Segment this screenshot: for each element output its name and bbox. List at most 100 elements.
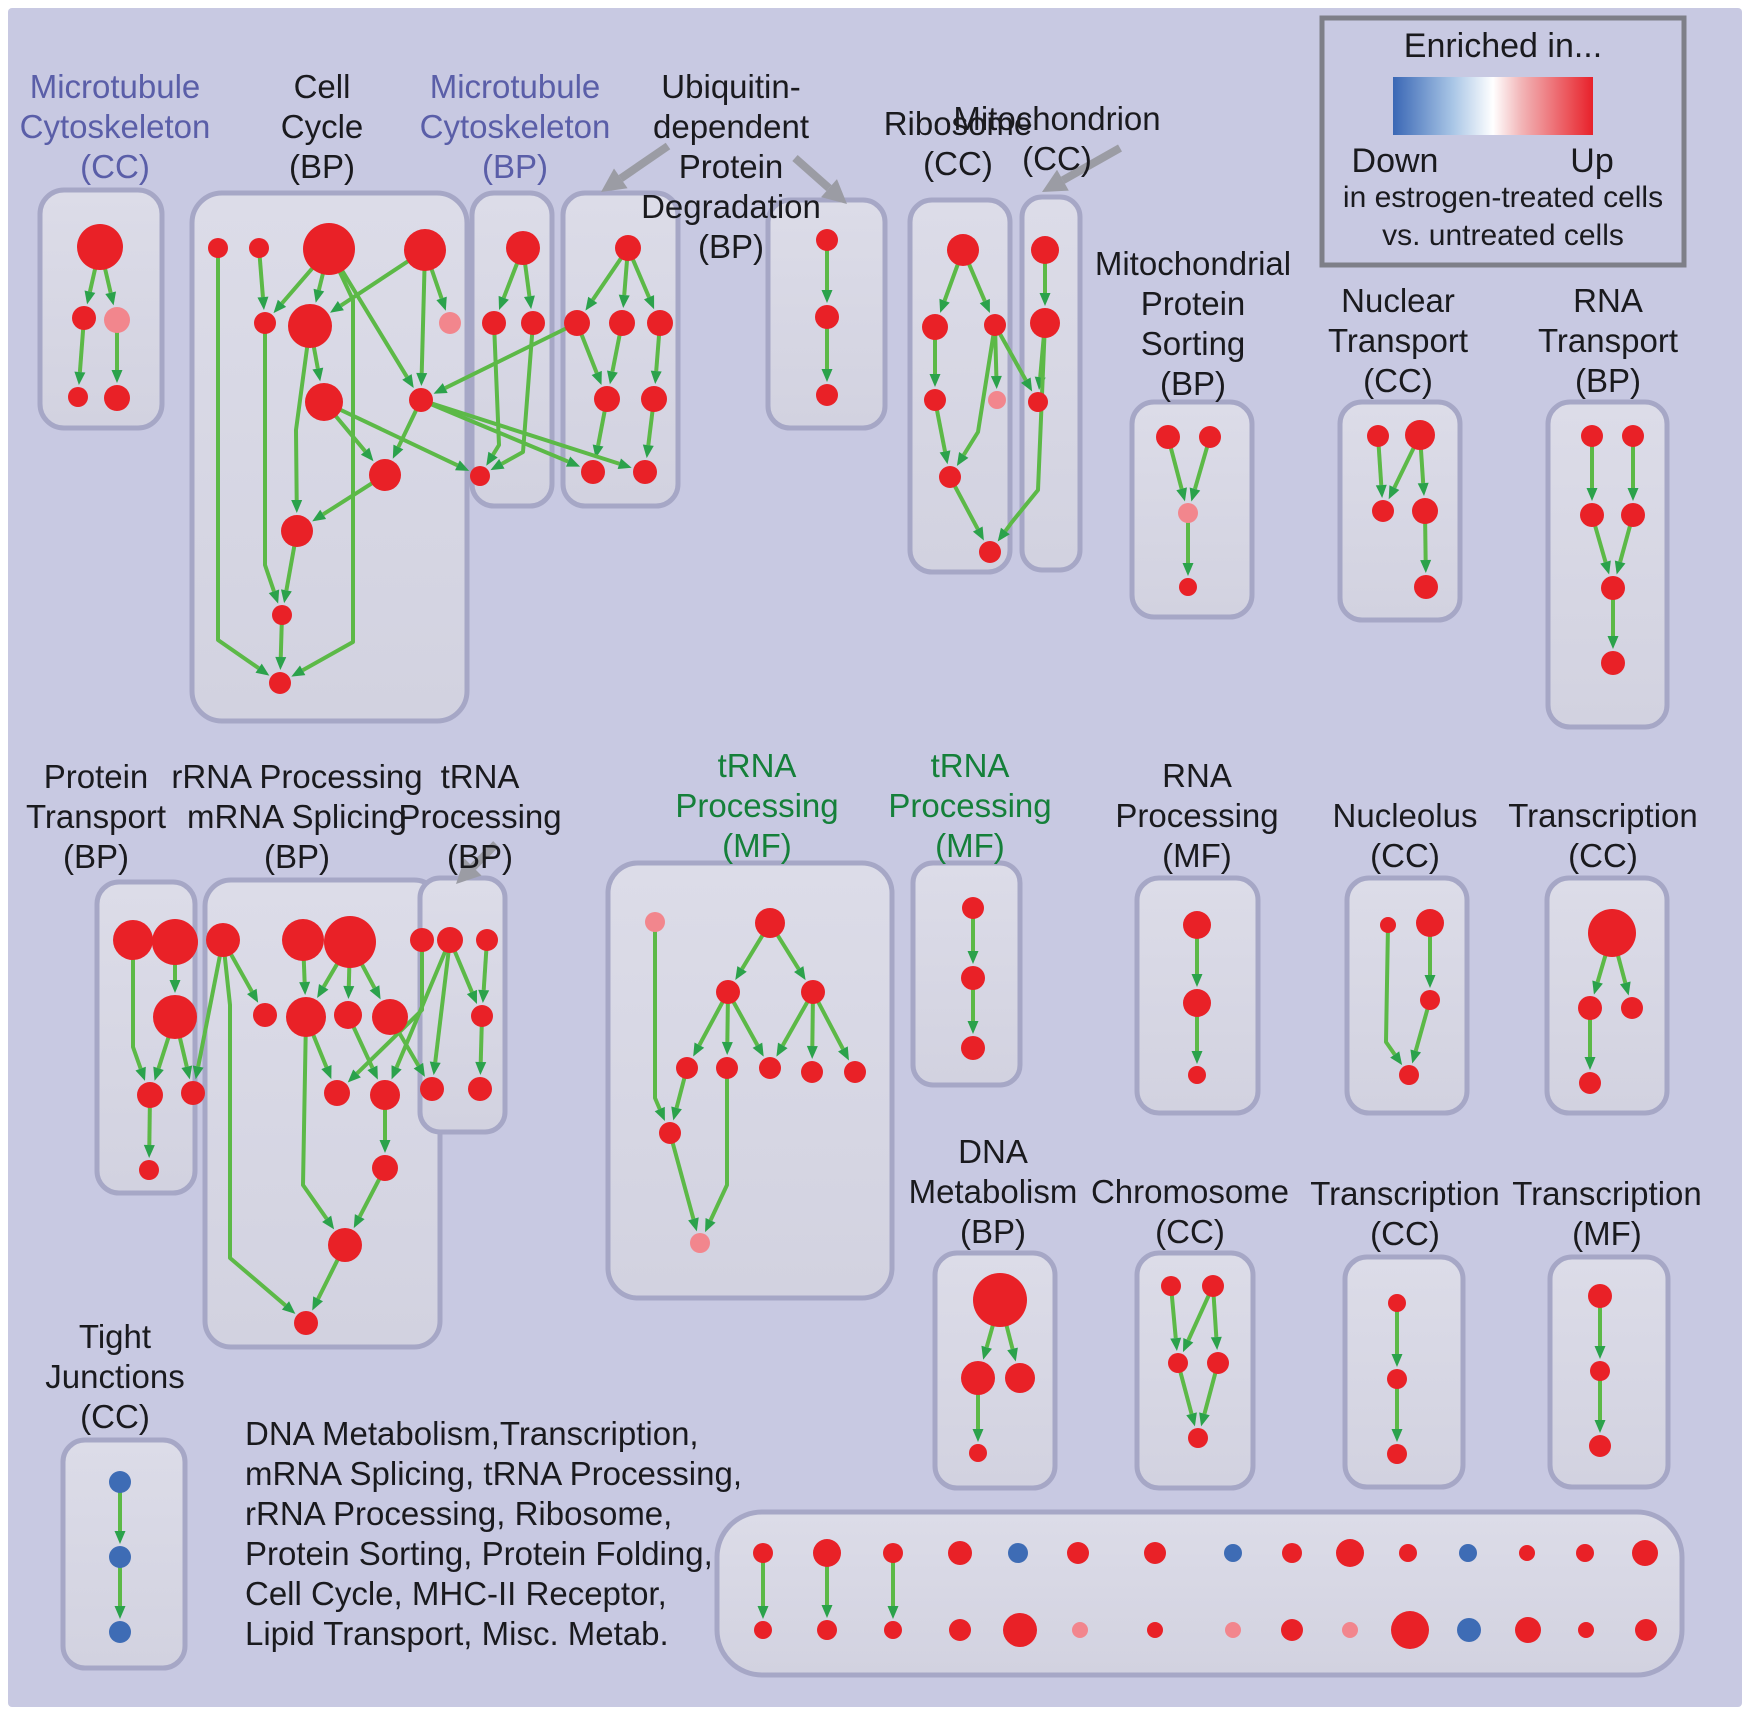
go-term-node-trna_bp (468, 1077, 492, 1101)
misc-categories-line: Protein Sorting, Protein Folding, (245, 1535, 713, 1572)
edge-cell_cycle-arrowhead (275, 656, 287, 671)
go-term-node-misc (883, 1543, 903, 1563)
go-term-node-cell_cycle (439, 312, 461, 334)
nucleolus-label: Nucleolus (1333, 797, 1478, 834)
go-term-node-tcc1 (1588, 909, 1636, 957)
go-term-node-misc (1008, 1543, 1028, 1563)
edge-pt-arrowhead (153, 1066, 164, 1081)
go-term-node-rnap (1188, 1066, 1206, 1084)
edge-tj-arrowhead (114, 1531, 126, 1544)
edge-nucleolus (1384, 924, 1397, 1056)
edge-pt (131, 940, 143, 1070)
edge-trna_bp-arrowhead (475, 1061, 487, 1076)
edge-chrom-arrowhead (1199, 1412, 1210, 1427)
go-term-node-ub1 (594, 386, 620, 412)
go-term-node-cell_cycle (208, 238, 228, 258)
go-term-node-misc (1635, 1619, 1657, 1641)
group-box-nuct (1337, 399, 1463, 623)
protein-transport-label: (BP) (63, 838, 129, 875)
trna-bp-label: (BP) (447, 838, 513, 875)
go-term-node-misc (1519, 1545, 1535, 1561)
go-term-node-nucleolus (1380, 917, 1396, 933)
labels-layer: MicrotubuleCytoskeleton(CC)CellCycle(BP)… (20, 68, 1702, 1435)
cross-edge-trna_bp-to-rrna-arrowhead (391, 1065, 402, 1080)
go-term-node-rrna (253, 1003, 277, 1027)
edge-rrna-arrowhead (299, 981, 311, 996)
group-box-tcc1 (1544, 875, 1670, 1116)
go-term-node-rrna (324, 1080, 350, 1106)
edge-misc-arrowhead (757, 1606, 769, 1619)
edge-ub1-arrowhead (618, 294, 630, 309)
edge-cell_cycle-arrowhead (257, 296, 269, 311)
edge-cell_cycle-arrowhead (360, 447, 374, 462)
go-term-node-rnat (1581, 425, 1603, 447)
edge-trna_mf_l-arrowhead (838, 1046, 849, 1061)
go-term-node-tj (109, 1471, 131, 1493)
edge-tcc1-arrowhead (1592, 980, 1603, 995)
ubiquitin-arrow-right (792, 155, 832, 192)
mitochondrion-label: (CC) (1022, 140, 1092, 177)
group-box-nucleolus (1344, 875, 1470, 1116)
edge-cell_cycle-arrowhead (312, 367, 324, 382)
edge-rnap-arrowhead (1191, 1051, 1203, 1064)
ubiquitin-arrow-right-head (821, 179, 847, 204)
group-box-trna_mf_l (605, 860, 895, 1301)
transcription-mf-label: Transcription (1512, 1175, 1702, 1212)
go-term-node-chrom (1188, 1428, 1208, 1448)
group-box-ribosome (907, 197, 1013, 575)
misc-categories-line: Lipid Transport, Misc. Metab. (245, 1615, 669, 1652)
trna-bp-label: tRNA (441, 758, 520, 795)
go-term-node-trna_mf_s (962, 897, 984, 919)
cross-edge-cell_cycle-to-mt_bp-arrowhead (455, 460, 470, 471)
transcription-cc1-label: (CC) (1568, 837, 1638, 874)
edge-rrna-arrowhead (367, 1065, 378, 1080)
go-term-node-cell_cycle (409, 388, 433, 412)
edge-tmf-arrowhead (1594, 1346, 1606, 1359)
go-term-node-misc (1281, 1619, 1303, 1641)
ubiquitin-label: Ubiquitin- (661, 68, 800, 105)
ubiquitin-arrow-left-head (601, 168, 628, 192)
edge-ub1-arrowhead (607, 370, 618, 385)
ubiquitin-label: Degradation (641, 188, 821, 225)
edge-rrna-arrowhead (347, 1069, 361, 1083)
go-term-node-rrna (282, 919, 324, 961)
edge-mt_bp-arrowhead (490, 459, 505, 471)
go-term-node-misc (884, 1621, 902, 1639)
edge-rnat-arrowhead (1586, 488, 1598, 501)
nucleolus-label: (CC) (1370, 837, 1440, 874)
edge-mt_bp-arrowhead (498, 295, 509, 310)
go-term-node-misc (753, 1543, 773, 1563)
mps-label: Sorting (1141, 325, 1246, 362)
go-term-node-dnam (1005, 1363, 1035, 1393)
go-term-node-chrom (1168, 1353, 1188, 1373)
rna-transport-label: Transport (1538, 322, 1678, 359)
misc-categories-line: Cell Cycle, MHC-II Receptor, (245, 1575, 667, 1612)
cross-edge-cell_cycle-to-ub1-arrowhead (565, 456, 581, 467)
go-term-node-ub2 (815, 305, 839, 329)
go-term-node-trna_mf_s (961, 1036, 985, 1060)
go-term-node-cell_cycle (305, 383, 343, 421)
edge-trna_bp-arrowhead (478, 989, 490, 1004)
nuclear-transport-label: Transport (1328, 322, 1468, 359)
go-term-node-mt_cc (68, 387, 88, 407)
go-term-node-misc (1144, 1542, 1166, 1564)
go-term-node-rrna (410, 928, 434, 952)
go-term-node-mt_bp (470, 466, 490, 486)
go-term-node-trna_mf_l (755, 908, 785, 938)
edge-rrna-arrowhead (379, 1140, 391, 1153)
edge-nuct-arrowhead (1388, 485, 1400, 500)
edge-trna_bp-arrowhead (429, 1061, 441, 1076)
go-term-node-ub1 (564, 310, 590, 336)
go-term-node-trna_mf_l (716, 1057, 738, 1079)
edge-chrom-arrowhead (1170, 1337, 1182, 1352)
go-term-node-mito (1028, 392, 1048, 412)
mitochondrion-arrow (1060, 144, 1122, 184)
edge-tj-arrowhead (114, 1606, 126, 1619)
cross-edge-cell_cycle-to-ub1-arrowhead (617, 458, 632, 469)
edge-tcc2-arrowhead (1391, 1429, 1403, 1442)
edge-trna_bp (433, 939, 452, 1063)
go-term-node-mps (1199, 426, 1221, 448)
go-term-node-misc (1632, 1540, 1658, 1566)
edge-ribosome (962, 324, 997, 456)
edge-pt-arrowhead (135, 1066, 146, 1081)
